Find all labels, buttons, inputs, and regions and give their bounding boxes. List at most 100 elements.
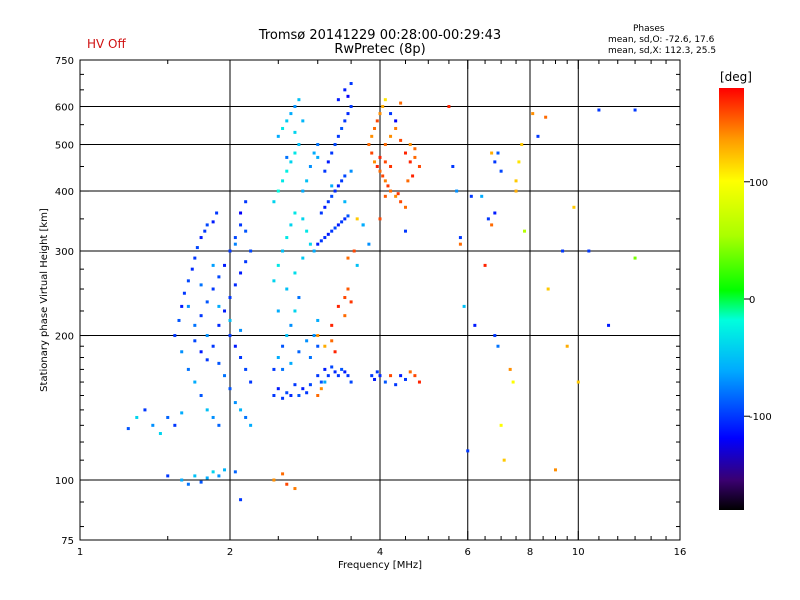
data-point [276, 263, 280, 267]
data-point [244, 415, 248, 419]
y-tick-label: 500 [55, 141, 74, 152]
data-point [451, 164, 455, 168]
data-point [330, 365, 334, 369]
y-tick-label: 400 [55, 187, 74, 198]
data-point [199, 480, 203, 484]
data-point [289, 112, 293, 116]
data-point [455, 189, 459, 193]
data-point [285, 391, 289, 395]
data-point [343, 119, 347, 123]
data-point [297, 296, 301, 300]
data-point [173, 423, 177, 427]
data-point [249, 380, 253, 384]
data-point [406, 179, 410, 183]
data-point [462, 304, 466, 308]
x-tick-label: 4 [377, 547, 383, 558]
data-point [233, 344, 237, 348]
data-point [285, 155, 289, 159]
data-point [211, 263, 215, 267]
data-point [305, 179, 309, 183]
data-point [386, 184, 390, 188]
data-point [383, 98, 387, 102]
data-point [343, 200, 347, 204]
data-point [305, 229, 309, 233]
phases-title: Phases [633, 24, 665, 34]
x-tick-label: 10 [572, 547, 585, 558]
data-point [330, 339, 334, 343]
data-point [343, 88, 347, 92]
data-point [375, 119, 379, 123]
data-point [326, 200, 330, 204]
data-point [272, 200, 276, 204]
data-point [333, 370, 337, 374]
data-point [312, 151, 316, 155]
data-point [285, 169, 289, 173]
data-point [308, 355, 312, 359]
data-point [281, 249, 285, 253]
data-point [514, 189, 518, 193]
data-point [272, 478, 276, 482]
data-point [447, 105, 451, 109]
data-point [217, 323, 221, 327]
data-point [186, 304, 190, 308]
data-point [399, 101, 403, 105]
data-point [473, 323, 477, 327]
data-point [323, 236, 327, 240]
data-point [340, 367, 344, 371]
data-point [490, 151, 494, 155]
data-point [383, 194, 387, 198]
y-tick-label: 200 [55, 332, 74, 343]
colorbar-label: [deg] [720, 70, 752, 84]
data-point [413, 155, 417, 159]
y-axis-label: Stationary phase Virtual Height [km] [39, 208, 50, 392]
data-point [544, 115, 548, 119]
data-point [293, 271, 297, 275]
data-point [199, 394, 203, 398]
data-point [375, 370, 379, 374]
y-tick-label: 300 [55, 247, 74, 258]
data-point [293, 383, 297, 387]
data-point [217, 361, 221, 365]
data-point [211, 220, 215, 224]
data-point [403, 377, 407, 381]
data-point [340, 179, 344, 183]
data-point [333, 189, 337, 193]
data-point [228, 318, 232, 322]
data-point [349, 300, 353, 304]
data-point [326, 374, 330, 378]
data-point [408, 143, 412, 147]
data-point [285, 482, 289, 486]
data-point [403, 151, 407, 155]
data-point [249, 249, 253, 253]
data-point [228, 296, 232, 300]
data-point [135, 415, 139, 419]
data-point [143, 408, 147, 412]
data-point [323, 367, 327, 371]
data-point [199, 283, 203, 287]
data-point [336, 223, 340, 227]
data-point [319, 387, 323, 391]
data-point [239, 211, 243, 215]
data-point [186, 482, 190, 486]
data-point [244, 200, 248, 204]
data-point [244, 367, 248, 371]
data-point [316, 318, 320, 322]
y-tick-label: 100 [55, 476, 74, 487]
data-point [480, 194, 484, 198]
data-point [301, 387, 305, 391]
data-point [343, 217, 347, 221]
data-point [285, 236, 289, 240]
data-point [305, 339, 309, 343]
data-point [340, 126, 344, 130]
data-point [293, 211, 297, 215]
data-point [293, 130, 297, 134]
data-point [205, 358, 209, 362]
data-point [343, 370, 347, 374]
data-point [217, 275, 221, 279]
data-point [326, 160, 330, 164]
data-point [228, 387, 232, 391]
data-point [381, 174, 385, 178]
data-point [239, 355, 243, 359]
data-point [193, 474, 197, 478]
data-point [597, 108, 601, 112]
